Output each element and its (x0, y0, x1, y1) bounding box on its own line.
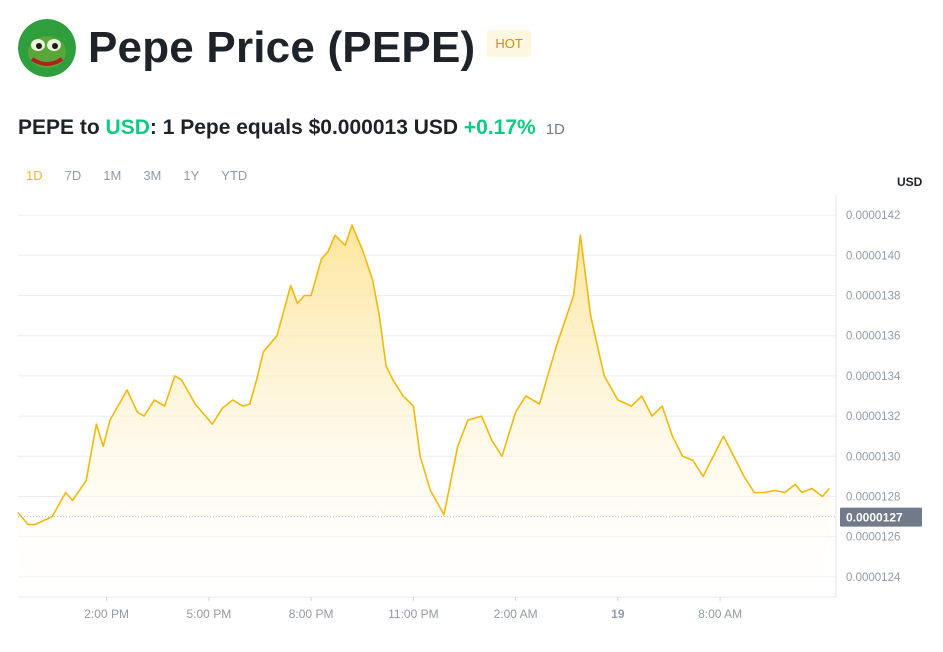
tab-1y[interactable]: 1Y (183, 168, 200, 183)
price-summary: PEPE to USD : 1 Pepe equals $0.000013 US… (18, 116, 565, 140)
x-tick-label: 19 (611, 607, 625, 621)
y-axis-unit: USD (897, 175, 923, 189)
price-area (18, 225, 830, 597)
x-tick-label: 2:00 PM (84, 607, 129, 621)
pair-from: PEPE to (18, 116, 106, 139)
y-tick-label: 0.0000136 (846, 331, 900, 343)
current-price-tag (840, 507, 922, 527)
pair-to: USD (105, 116, 150, 139)
tab-7d[interactable]: 7D (64, 168, 82, 183)
y-tick-label: 0.0000138 (846, 291, 900, 303)
hot-badge: HOT (487, 29, 531, 57)
y-tick-label: 0.0000128 (846, 492, 900, 504)
tab-1m[interactable]: 1M (103, 168, 122, 183)
y-tick-label: 0.0000132 (846, 411, 900, 423)
coin-header: Pepe Price (PEPE) HOT (18, 16, 531, 80)
price-line (17, 224, 830, 526)
price-equals: : 1 Pepe equals $0.000013 USD (149, 116, 464, 139)
x-tick-label: 2:00 AM (494, 607, 538, 621)
tab-3m[interactable]: 3M (143, 168, 162, 183)
y-tick-label: 0.0000126 (846, 532, 900, 544)
timeframe-tabs: 1D 7D 1M 3M 1Y YTD (26, 168, 269, 183)
y-tick-label: 0.0000140 (846, 250, 900, 262)
price-change: +0.17% (463, 116, 536, 139)
y-tick-label: 0.0000130 (846, 451, 900, 463)
y-tick-label: 0.0000142 (846, 210, 900, 222)
x-tick-label: 11:00 PM (388, 607, 438, 621)
tab-ytd[interactable]: YTD (221, 168, 248, 183)
page-title: Pepe Price (PEPE) (88, 23, 476, 72)
x-tick-label: 8:00 PM (289, 607, 334, 621)
current-price-label: 0.0000127 (846, 511, 903, 525)
change-period: 1D (545, 121, 565, 138)
y-tick-label: 0.0000134 (846, 371, 901, 383)
y-tick-label: 0.0000124 (846, 572, 901, 584)
tab-1d[interactable]: 1D (26, 168, 43, 183)
pepe-logo (18, 19, 76, 77)
x-tick-label: 8:00 AM (698, 607, 742, 621)
x-tick-label: 5:00 PM (187, 607, 232, 621)
